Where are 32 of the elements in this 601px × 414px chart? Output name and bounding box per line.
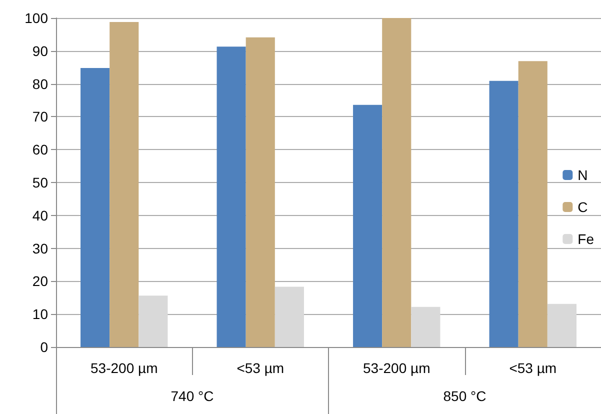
y-tick-label: 90 [32, 42, 48, 59]
bar [353, 104, 382, 347]
x-tick-label: 53-200 µm [363, 360, 430, 376]
x-tick-label: 53-200 µm [90, 360, 158, 376]
y-tick-label: 60 [32, 142, 48, 158]
legend-label: Fe [578, 231, 594, 247]
text: 850 °C [443, 388, 486, 404]
y-tick-label: 40 [32, 207, 48, 224]
y-tick-label: 0 [40, 339, 48, 355]
bar [110, 22, 139, 347]
bar [216, 46, 246, 347]
bar [382, 18, 412, 347]
x-tick-label: <53 µm [236, 360, 284, 376]
bar [80, 68, 110, 347]
bar [138, 296, 168, 347]
y-tick-label: 50 [32, 174, 48, 190]
legend-label: C [578, 199, 588, 215]
legend-label: N [578, 167, 588, 183]
y-tick-label: 20 [32, 273, 48, 290]
y-tick-label: 100 [24, 10, 48, 26]
text: 740 °C [170, 388, 214, 404]
bar [246, 37, 275, 347]
y-tick-label: 10 [32, 306, 48, 322]
bar [274, 286, 304, 347]
y-tick-label: 70 [32, 108, 48, 125]
y-tick-label: 30 [32, 240, 48, 256]
y-tick-label: 80 [32, 76, 48, 92]
bar [489, 80, 518, 347]
bar [547, 304, 576, 347]
bar [518, 61, 548, 347]
bar [411, 306, 440, 347]
x-tick-label: <53 µm [509, 360, 557, 376]
